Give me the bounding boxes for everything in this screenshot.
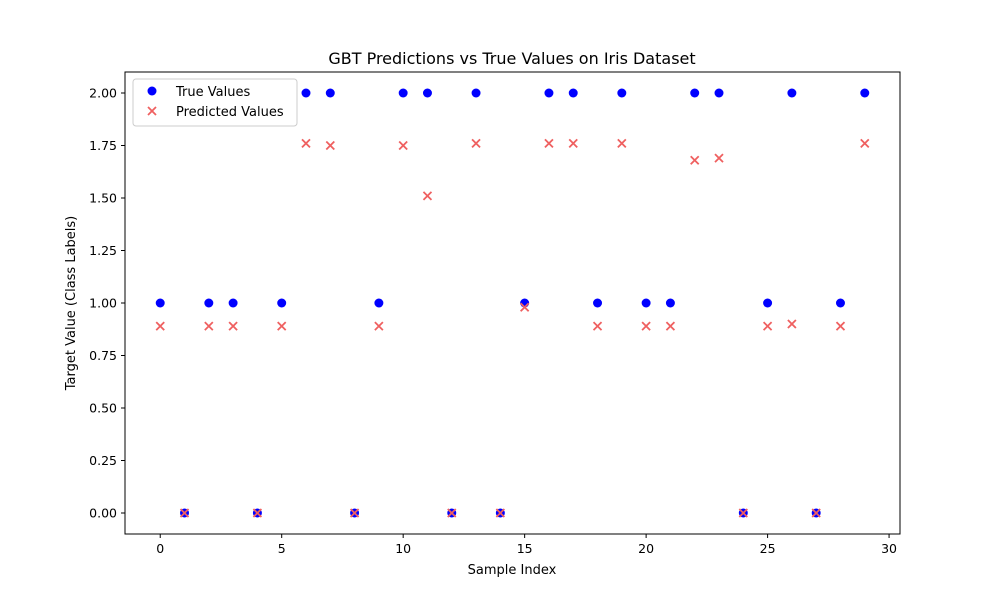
true-value-point — [763, 298, 773, 308]
true-value-point — [277, 298, 287, 308]
true-value-point — [690, 88, 700, 98]
predicted-value-point — [714, 153, 724, 163]
y-tick-label: 1.25 — [89, 243, 117, 258]
true-value-point — [641, 298, 651, 308]
plot-area: 0 5 10 15 20 25 30 0.00 0.25 0.50 0.75 1.00 1.25 1.5… — [89, 71, 901, 556]
predicted-value-point — [398, 140, 408, 151]
x-tick-label: 25 — [760, 541, 776, 556]
predicted-value-point — [665, 321, 676, 331]
chart-title: GBT Predictions vs True Values on Iris D… — [328, 49, 695, 68]
predicted-value-point — [155, 321, 165, 331]
predicted-value-point — [592, 321, 603, 331]
true-value-point — [301, 88, 311, 98]
predicted-value-point — [495, 508, 505, 518]
y-axis-label: Target Value (Class Labels) — [64, 216, 79, 392]
predicted-value-point — [641, 321, 651, 331]
predicted-value-point — [422, 191, 433, 201]
predicted-value-point — [544, 138, 554, 149]
true-value-point — [787, 88, 797, 98]
x-tick-label: 5 — [278, 541, 286, 556]
predicted-value-point — [835, 321, 846, 331]
predicted-value-point — [762, 321, 773, 331]
x-axis: 0 5 10 15 20 25 30 — [156, 534, 897, 556]
true-value-point — [835, 298, 845, 308]
predicted-value-point — [617, 138, 627, 149]
legend-true-marker — [147, 86, 157, 96]
data-points — [155, 88, 870, 518]
x-tick-label: 30 — [881, 541, 897, 556]
true-value-point — [204, 298, 214, 308]
predicted-value-point — [252, 508, 263, 518]
true-value-point — [325, 88, 335, 98]
predicted-value-point — [228, 321, 238, 331]
predicted-value-point — [204, 321, 214, 331]
predicted-value-point — [738, 508, 748, 518]
y-tick-label: 0.00 — [89, 506, 117, 521]
x-axis-label: Sample Index — [468, 563, 557, 578]
legend-true-label: True Values — [175, 85, 250, 100]
x-tick-label: 10 — [395, 541, 411, 556]
x-tick-label: 15 — [517, 541, 533, 556]
y-tick-label: 0.75 — [89, 348, 117, 363]
legend-pred-marker — [147, 106, 157, 116]
legend-box — [132, 78, 298, 127]
y-tick-label: 2.00 — [89, 86, 117, 101]
y-tick-label: 0.50 — [89, 401, 117, 416]
true-value-point — [155, 298, 165, 308]
y-tick-label: 1.75 — [89, 138, 117, 153]
true-value-point — [374, 298, 384, 308]
predicted-value-point — [325, 140, 335, 151]
legend-pred-label: Predicted Values — [176, 105, 284, 120]
true-value-point — [714, 88, 724, 98]
true-value-point — [398, 88, 408, 98]
predicted-value-point — [301, 138, 311, 149]
predicted-value-point — [860, 138, 870, 149]
predicted-value-point — [787, 319, 797, 329]
predicted-value-point — [349, 508, 360, 518]
predicted-value-point — [520, 302, 530, 312]
predicted-value-point — [471, 138, 481, 149]
predicted-value-point — [568, 138, 578, 149]
y-tick-label: 0.25 — [89, 453, 117, 468]
true-value-point — [860, 88, 870, 98]
predicted-value-point — [447, 508, 457, 518]
predicted-value-point — [811, 508, 821, 518]
true-value-point — [568, 88, 578, 98]
predicted-value-point — [374, 321, 384, 331]
x-tick-label: 20 — [638, 541, 654, 556]
true-value-point — [544, 88, 554, 98]
true-value-point — [593, 298, 603, 308]
predicted-value-point — [277, 321, 287, 331]
legend: True Values Predicted Values — [132, 78, 298, 127]
predicted-value-point — [690, 155, 700, 165]
predicted-value-point — [179, 508, 190, 518]
true-value-point — [422, 88, 432, 98]
true-value-point — [617, 88, 627, 98]
true-value-point — [228, 298, 238, 308]
y-axis: 0.00 0.25 0.50 0.75 1.00 1.25 1.50 1.75 2.00 — [89, 86, 125, 521]
true-value-point — [665, 298, 675, 308]
x-tick-label: 0 — [156, 541, 164, 556]
y-tick-label: 1.00 — [89, 296, 117, 311]
y-tick-label: 1.50 — [89, 191, 117, 206]
true-value-point — [471, 88, 481, 98]
